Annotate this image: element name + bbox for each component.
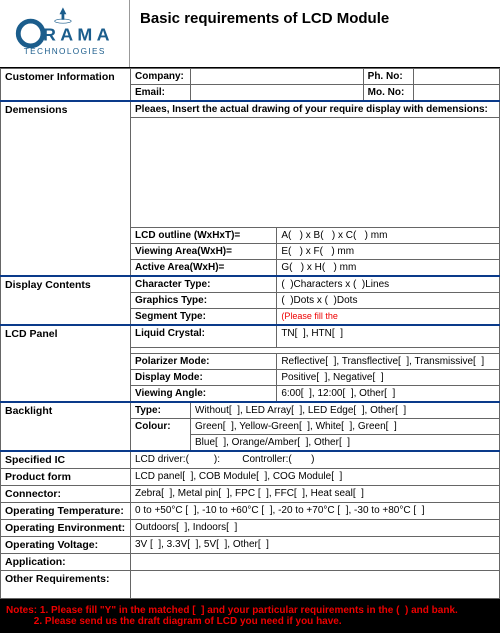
page-title: Basic requirements of LCD Module bbox=[130, 0, 500, 67]
active-area-field[interactable]: G( ) x H( ) mm bbox=[277, 260, 500, 277]
outline-field[interactable]: A( ) x B( ) x C( ) mm bbox=[277, 228, 500, 244]
op-volt-label: Operating Voltage: bbox=[1, 536, 131, 553]
email-field[interactable] bbox=[191, 85, 364, 102]
product-form-label: Product form bbox=[1, 468, 131, 485]
note-1: Notes: 1. Please fill "Y" in the matched… bbox=[6, 605, 494, 616]
op-temp-label: Operating Temperature: bbox=[1, 502, 131, 519]
drawing-area[interactable] bbox=[131, 118, 500, 228]
viewing-angle-field[interactable]: 6:00[ ], 12:00[ ], Other[ ] bbox=[277, 385, 500, 402]
display-mode-label: Display Mode: bbox=[131, 369, 277, 385]
bl-colour-field-1[interactable]: Green[ ], Yellow-Green[ ], White[ ], Gre… bbox=[191, 418, 500, 434]
email-label: Email: bbox=[131, 85, 191, 102]
connector-label: Connector: bbox=[1, 485, 131, 502]
logo-icon: R A M A TECHNOLOGIES bbox=[10, 6, 120, 61]
char-type-field[interactable]: ( )Characters x ( )Lines bbox=[277, 276, 500, 293]
phno-label: Ph. No: bbox=[363, 69, 413, 85]
company-label: Company: bbox=[131, 69, 191, 85]
logo-cell: R A M A TECHNOLOGIES bbox=[0, 0, 130, 67]
char-type-label: Character Type: bbox=[131, 276, 277, 293]
segment-type-field[interactable]: (Please fill the bbox=[277, 309, 500, 326]
bl-type-label: Type: bbox=[131, 402, 191, 419]
ic-field[interactable]: LCD driver:( ): Controller:( ) bbox=[131, 451, 500, 469]
polarizer-label: Polarizer Mode: bbox=[131, 353, 277, 369]
application-field[interactable] bbox=[131, 553, 500, 570]
bl-colour-field-2[interactable]: Blue[ ], Orange/Amber[ ], Other[ ] bbox=[191, 434, 500, 451]
dimensions-label: Demensions bbox=[1, 101, 131, 276]
op-env-label: Operating Environment: bbox=[1, 519, 131, 536]
op-env-field[interactable]: Outdoors[ ], Indoors[ ] bbox=[131, 519, 500, 536]
connector-field[interactable]: Zebra[ ], Metal pin[ ], FPC [ ], FFC[ ],… bbox=[131, 485, 500, 502]
other-req-label: Other Requirements: bbox=[1, 570, 131, 598]
phno-field[interactable] bbox=[413, 69, 499, 85]
graphics-type-field[interactable]: ( )Dots x ( )Dots bbox=[277, 293, 500, 309]
application-label: Application: bbox=[1, 553, 131, 570]
form-table: Customer Information Company: Ph. No: Em… bbox=[0, 68, 500, 599]
company-field[interactable] bbox=[191, 69, 364, 85]
other-req-field[interactable] bbox=[131, 570, 500, 598]
bl-colour-label: Colour: bbox=[131, 418, 191, 451]
polarizer-field[interactable]: Reflective[ ], Transflective[ ], Transmi… bbox=[277, 353, 500, 369]
mono-label: Mo. No: bbox=[363, 85, 413, 102]
bl-type-field[interactable]: Without[ ], LED Array[ ], LED Edge[ ], O… bbox=[191, 402, 500, 419]
lcd-panel-label: LCD Panel bbox=[1, 325, 131, 402]
display-mode-field[interactable]: Positive[ ], Negative[ ] bbox=[277, 369, 500, 385]
footer-notes: Notes: 1. Please fill "Y" in the matched… bbox=[0, 599, 500, 633]
op-temp-field[interactable]: 0 to +50°C [ ], -10 to +60°C [ ], -20 to… bbox=[131, 502, 500, 519]
viewing-angle-label: Viewing Angle: bbox=[131, 385, 277, 402]
backlight-label: Backlight bbox=[1, 402, 131, 451]
dimensions-instruction: Pleaes, Insert the actual drawing of you… bbox=[131, 101, 500, 118]
display-contents-label: Display Contents bbox=[1, 276, 131, 325]
active-area-label: Active Area(WxH)= bbox=[131, 260, 277, 277]
outline-label: LCD outline (WxHxT)= bbox=[131, 228, 277, 244]
header: R A M A TECHNOLOGIES Basic requirements … bbox=[0, 0, 500, 68]
graphics-type-label: Graphics Type: bbox=[131, 293, 277, 309]
document-root: R A M A TECHNOLOGIES Basic requirements … bbox=[0, 0, 500, 633]
svg-text:R A M A: R A M A bbox=[43, 24, 110, 44]
viewing-area-field[interactable]: E( ) x F( ) mm bbox=[277, 244, 500, 260]
viewing-area-label: Viewing Area(WxH)= bbox=[131, 244, 277, 260]
svg-text:TECHNOLOGIES: TECHNOLOGIES bbox=[23, 47, 105, 56]
segment-type-label: Segment Type: bbox=[131, 309, 277, 326]
note-2: 2. Please send us the draft diagram of L… bbox=[6, 616, 494, 627]
liquid-label: Liquid Crystal: bbox=[131, 325, 277, 347]
liquid-field[interactable]: TN[ ], HTN[ ] bbox=[277, 325, 500, 347]
customer-info-label: Customer Information bbox=[1, 69, 131, 102]
op-volt-field[interactable]: 3V [ ], 3.3V[ ], 5V[ ], Other[ ] bbox=[131, 536, 500, 553]
mono-field[interactable] bbox=[413, 85, 499, 102]
ic-label: Specified IC bbox=[1, 451, 131, 469]
product-form-field[interactable]: LCD panel[ ], COB Module[ ], COG Module[… bbox=[131, 468, 500, 485]
